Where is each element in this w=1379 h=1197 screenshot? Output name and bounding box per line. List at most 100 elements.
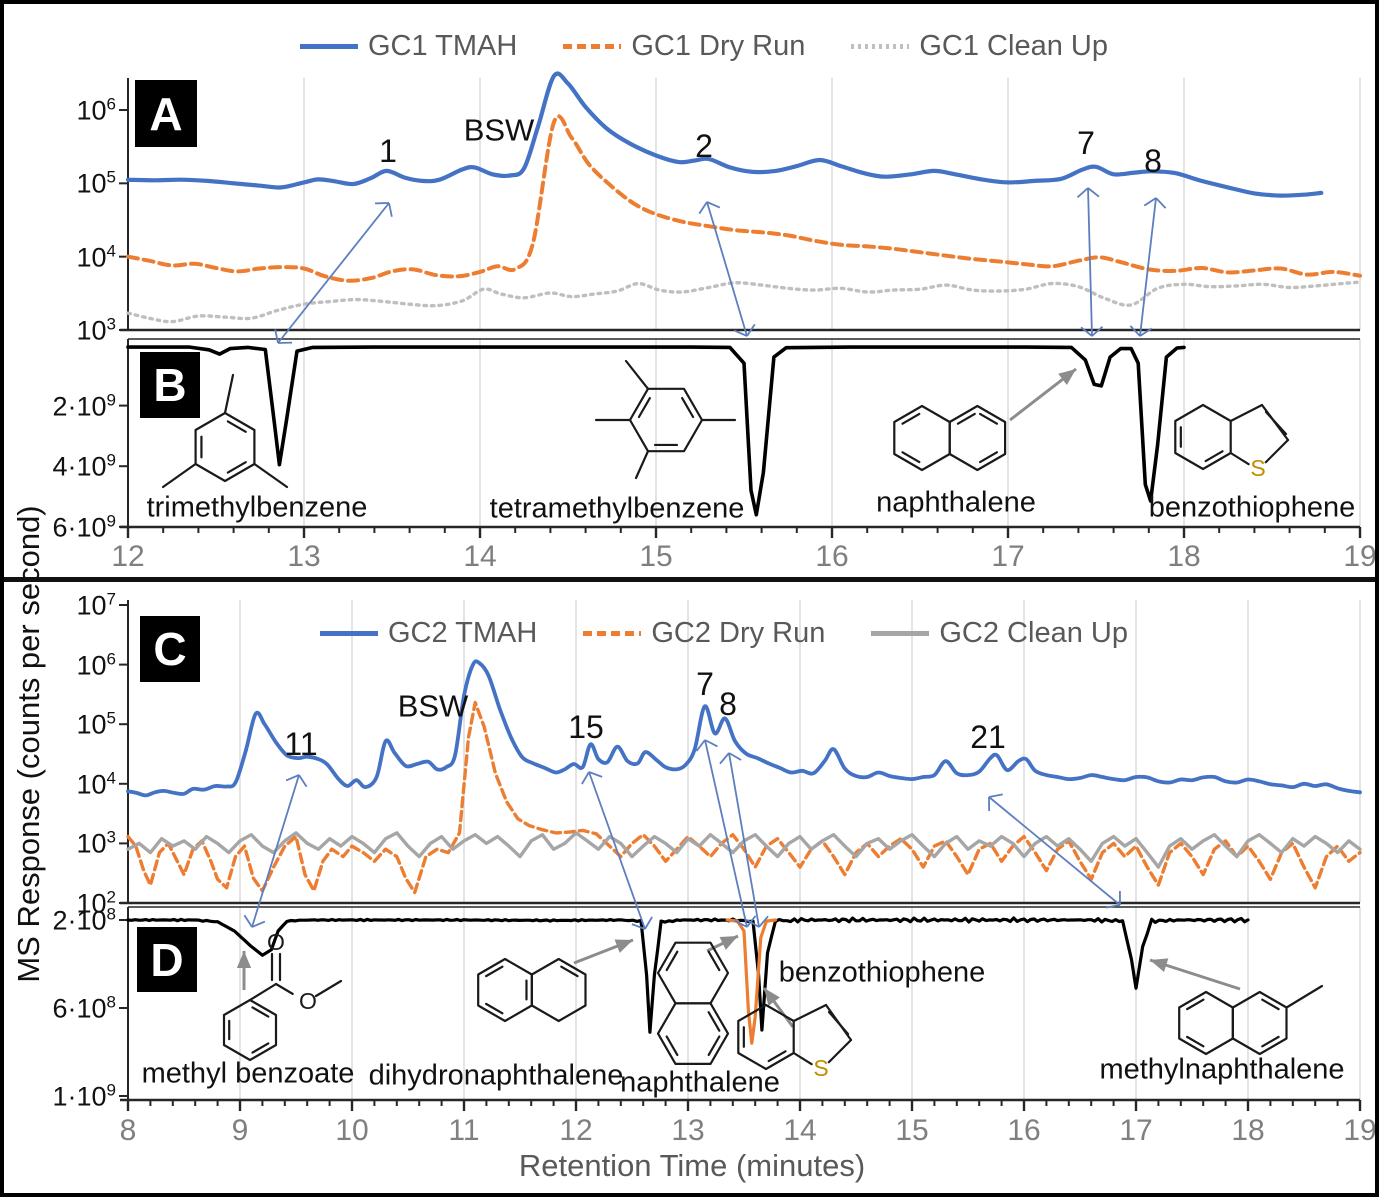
- peak-link-arrow: [728, 752, 760, 928]
- bond: [484, 1002, 504, 1015]
- y-tick-label-C: 104: [76, 768, 116, 800]
- y-tick-label-C: 102: [76, 887, 116, 919]
- arrowhead: [988, 793, 1003, 798]
- bond: [1204, 450, 1224, 463]
- bond: [1285, 984, 1324, 1009]
- bond: [1264, 410, 1288, 436]
- bond: [560, 965, 579, 978]
- arrowhead: [746, 919, 760, 928]
- arrowhead: [1058, 369, 1076, 386]
- peak-link-arrow: [588, 771, 646, 930]
- arrowhead: [695, 739, 706, 752]
- bond: [901, 412, 921, 425]
- y-tick-label-A: 103: [76, 314, 116, 346]
- bond: [226, 420, 247, 433]
- peak-link-arrow: [1139, 197, 1157, 337]
- legend-item-gc2-cleanup: GC2 Clean Up: [871, 617, 1128, 650]
- peak-link-arrow: [706, 201, 748, 337]
- ring: [530, 957, 587, 1023]
- arrowhead: [236, 951, 252, 968]
- y-tick-label-B: 6·109: [52, 511, 116, 543]
- x-tick-label-D: 15: [895, 1114, 929, 1147]
- bond: [827, 1010, 850, 1036]
- molecule-label-naph_d: naphthalene: [620, 1066, 780, 1099]
- x-tick-label-D: 16: [1007, 1114, 1041, 1147]
- bond: [1229, 451, 1250, 466]
- legend-label: GC1 TMAH: [368, 29, 518, 62]
- bond: [223, 373, 235, 415]
- atom-o: O: [267, 929, 285, 955]
- bond: [253, 462, 289, 489]
- arrowhead: [706, 201, 721, 209]
- arrowhead: [1091, 326, 1104, 337]
- legend-label: GC2 Clean Up: [939, 616, 1128, 649]
- panel-c-letter: C: [140, 616, 200, 682]
- arrowhead: [285, 774, 300, 782]
- peak-link-arrow: [704, 739, 748, 928]
- x-tick-label-B: 12: [111, 540, 145, 573]
- peak-link-arrow: [1087, 187, 1093, 337]
- x-tick-label-D: 18: [1231, 1114, 1265, 1147]
- peak-label-c-15: 15: [568, 709, 604, 745]
- arrowhead: [758, 915, 769, 928]
- x-tick-label-B: 14: [463, 540, 497, 573]
- bsw-label-a: BSW: [463, 112, 535, 148]
- legend-label: GC1 Dry Run: [631, 29, 806, 62]
- x-tick-label-D: 19: [1343, 1114, 1377, 1147]
- legend-item-gc2-dryrun: GC2 Dry Run: [583, 617, 825, 650]
- molecule-label-tmb: trimethylbenzene: [146, 491, 368, 524]
- gc1-tmah-line-swatch: [300, 43, 358, 49]
- bond: [251, 1042, 270, 1054]
- bond: [1261, 1035, 1280, 1048]
- molecule-label-dhn: dihydronaphthalene: [368, 1059, 624, 1092]
- bond: [956, 412, 976, 425]
- bond: [637, 396, 651, 419]
- panel-d-letter: D: [137, 927, 197, 992]
- ring: [1178, 990, 1234, 1056]
- y-tick-label-B: 4·109: [52, 450, 116, 482]
- bond: [161, 462, 197, 489]
- arrowhead: [1150, 958, 1169, 973]
- x-tick-label-B: 13: [287, 540, 321, 573]
- atom-s: S: [813, 1055, 828, 1081]
- curve-D-gc2-single-ion-chromatogram: [126, 916, 1250, 1034]
- x-tick-label-D: 11: [448, 1114, 480, 1147]
- arrowhead: [1129, 325, 1141, 337]
- arrowhead: [719, 752, 730, 765]
- ring: [477, 957, 533, 1023]
- peak-link-arrow: [277, 202, 390, 344]
- curve-C-gc2-dry-run: [126, 700, 1362, 895]
- y-tick-label-C: 105: [76, 708, 116, 740]
- bond: [707, 1035, 721, 1057]
- peak-label-c-7: 7: [696, 666, 714, 702]
- molecule-label-tetmb: tetramethylbenzene: [489, 492, 745, 525]
- arrowhead: [1080, 326, 1093, 337]
- arrowhead: [698, 201, 708, 215]
- x-tick-label-B: 19: [1343, 540, 1377, 573]
- legend-item-gc1-dryrun: GC1 Dry Run: [563, 30, 805, 63]
- ring: [656, 941, 730, 1005]
- gc2-dryrun-line-swatch: [583, 630, 642, 636]
- bond: [248, 982, 278, 1002]
- arrowhead: [719, 936, 738, 950]
- bond: [707, 950, 721, 972]
- bond: [978, 451, 999, 464]
- bond: [1229, 403, 1264, 423]
- arrowhead: [243, 914, 253, 928]
- y-tick-label-A: 106: [76, 94, 116, 126]
- arrowhead: [728, 752, 742, 761]
- bond: [274, 982, 294, 995]
- curve-B-gc1-single-ion-chromatogram: [126, 345, 1186, 517]
- bond: [484, 965, 504, 978]
- molecule-label-bt_b: benzothiophene: [1148, 491, 1356, 524]
- curve-A-gc1-tmah: [125, 71, 1324, 198]
- bond: [1185, 998, 1205, 1011]
- peak-label-a-7: 7: [1077, 125, 1095, 161]
- ring: [948, 404, 1007, 472]
- y-tick-label-C: 107: [76, 589, 116, 621]
- arrowhead: [746, 323, 756, 337]
- peak-link-arrow: [988, 796, 1121, 906]
- bond: [681, 396, 695, 419]
